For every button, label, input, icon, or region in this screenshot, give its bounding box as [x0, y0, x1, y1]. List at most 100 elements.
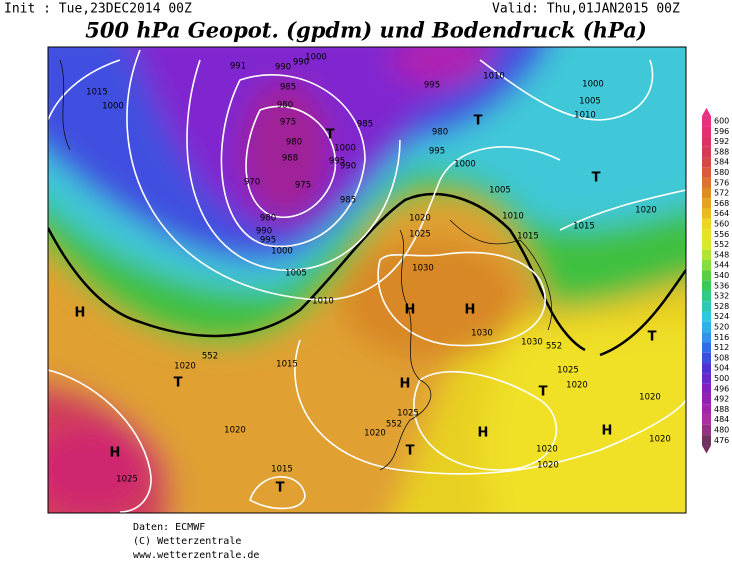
- pressure-system: H: [110, 446, 121, 461]
- colorbar-swatch: [702, 198, 711, 209]
- isobar-label: 1015: [517, 232, 539, 242]
- colorbar-swatch: [702, 249, 711, 261]
- colorbar-swatch: [702, 301, 711, 312]
- isobar-label: 980: [277, 101, 293, 111]
- colorbar-swatch: [702, 414, 711, 425]
- pressure-system: H: [465, 303, 476, 318]
- isobar-label: 1025: [116, 475, 138, 485]
- pressure-system: H: [405, 303, 416, 318]
- colorbar-label: 488: [714, 405, 729, 414]
- isobar-label: 988: [282, 154, 298, 164]
- colorbar-swatch: [702, 290, 711, 302]
- colorbar-label: 580: [714, 168, 729, 177]
- colorbar-label: 600: [714, 117, 729, 126]
- colorbar-label: 552: [714, 240, 729, 249]
- colorbar-label: 564: [714, 209, 729, 218]
- colorbar-swatch: [702, 435, 711, 446]
- isobar-label: 1025: [409, 230, 431, 240]
- isobar-label: 995: [429, 147, 445, 157]
- footer-url: www.wetterzentrale.de: [133, 550, 259, 561]
- isobar-label: 1010: [502, 212, 524, 222]
- pressure-system: T: [276, 481, 285, 496]
- geopotential-552-line: [48, 192, 686, 357]
- colorbar-swatch: [702, 311, 711, 322]
- colorbar-label: 496: [714, 384, 729, 393]
- isobar-label: 1020: [174, 362, 196, 372]
- isobar-label: 1020: [635, 206, 657, 216]
- isobar-label: 1020: [639, 393, 661, 403]
- colorbar-label: 516: [714, 333, 729, 342]
- colorbar-label: 588: [714, 147, 729, 156]
- isobar-label: 975: [280, 118, 296, 128]
- colorbar-label: 560: [714, 220, 729, 229]
- colorbar-label: 532: [714, 292, 729, 301]
- map-title: 500 hPa Geopot. (gpdm) und Bodendruck (h…: [85, 18, 647, 43]
- colorbar-swatch: [702, 115, 711, 127]
- pressure-system: T: [406, 444, 415, 459]
- isobar-label: 1020: [649, 435, 671, 445]
- pressure-system: H: [400, 377, 411, 392]
- colorbar-label: 500: [714, 374, 729, 383]
- colorbar-label: 512: [714, 343, 729, 352]
- colorbar-swatch: [702, 270, 711, 281]
- colorbar-swatch: [702, 187, 711, 199]
- colorbar-swatch: [702, 424, 711, 436]
- isobar-label: 1015: [573, 222, 595, 232]
- colorbar-swatch: [702, 363, 711, 374]
- isobar-label: 985: [357, 120, 373, 130]
- colorbar-label: 524: [714, 312, 729, 321]
- colorbar-swatch: [702, 229, 711, 240]
- isobar-label: 1000: [102, 102, 124, 112]
- colorbar-label: 528: [714, 302, 729, 311]
- isobar-label: 1030: [412, 264, 434, 274]
- isobar-label: 980: [286, 138, 302, 148]
- geopotential-label: 552: [202, 352, 218, 362]
- pressure-system: T: [474, 114, 483, 129]
- footer-copyright: (C) Wetterzentrale: [133, 536, 241, 547]
- colorbar-label: 596: [714, 127, 729, 136]
- colorbar-label: 480: [714, 426, 729, 435]
- isobar-label: 1005: [579, 97, 601, 107]
- pressure-system: T: [326, 128, 335, 143]
- colorbar-label: 484: [714, 415, 729, 424]
- isobar-label: 1015: [271, 465, 293, 475]
- colorbar-swatch: [702, 208, 711, 219]
- colorbar-swatch: [702, 136, 711, 147]
- colorbar-label: 584: [714, 158, 729, 167]
- pressure-system: T: [592, 171, 601, 186]
- isobar-label: 995: [329, 157, 345, 167]
- colorbar-label: 572: [714, 189, 729, 198]
- isobar-label: 990: [275, 63, 291, 73]
- colorbar-swatch: [702, 352, 711, 364]
- isobar-label: 1000: [454, 160, 476, 170]
- isobar-label: 1020: [364, 429, 386, 439]
- isobar-label: 1020: [409, 214, 431, 224]
- footer-source: Daten: ECMWF: [133, 522, 205, 533]
- colorbar-label: 576: [714, 178, 729, 187]
- isobar-label: 1015: [276, 360, 298, 370]
- isobar-label: 970: [244, 178, 260, 188]
- isobar-label: 1010: [312, 297, 334, 307]
- colorbar-swatch: [702, 280, 711, 291]
- init-time: Init : Tue,23DEC2014 00Z: [4, 2, 192, 17]
- colorbar-label: 536: [714, 281, 729, 290]
- isobar-label: 995: [260, 236, 276, 246]
- colorbar-swatch: [702, 177, 711, 188]
- colorbar-swatch: [702, 404, 711, 415]
- colorbar-bottom-arrow: [702, 445, 711, 454]
- colorbar-swatch: [702, 218, 711, 230]
- colorbar-swatch: [702, 342, 711, 353]
- colorbar-label: 508: [714, 353, 729, 362]
- isobar-label: 991: [230, 62, 246, 72]
- colorbar-swatch: [702, 157, 711, 168]
- colorbar-swatch: [702, 126, 711, 137]
- isobar-label: 1020: [536, 445, 558, 455]
- colorbar: 6005965925885845805765725685645605565525…: [702, 107, 729, 454]
- colorbar-label: 548: [714, 250, 729, 259]
- isobar-label: 995: [424, 81, 440, 91]
- pressure-system: H: [75, 306, 86, 321]
- colorbar-label: 544: [714, 261, 729, 270]
- isobar-label: 1025: [557, 366, 579, 376]
- isobar-label: 1010: [574, 111, 596, 121]
